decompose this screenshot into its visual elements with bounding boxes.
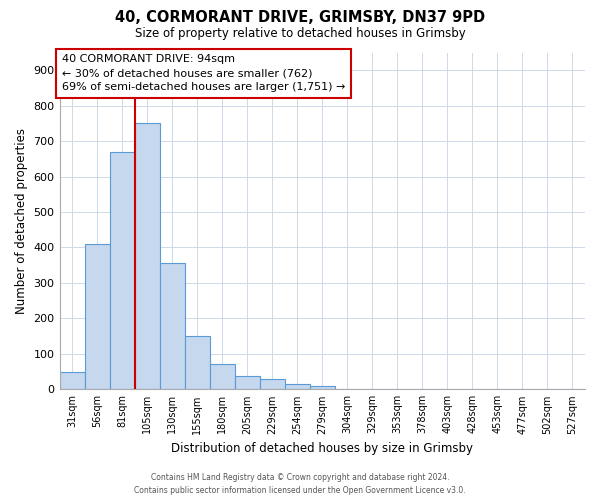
Bar	[335, 388, 360, 390]
Bar	[110, 152, 134, 390]
Bar	[160, 264, 185, 390]
Bar	[185, 336, 209, 390]
Text: 40 CORMORANT DRIVE: 94sqm
← 30% of detached houses are smaller (762)
69% of semi: 40 CORMORANT DRIVE: 94sqm ← 30% of detac…	[62, 54, 346, 92]
Bar	[310, 386, 335, 390]
Text: Size of property relative to detached houses in Grimsby: Size of property relative to detached ho…	[134, 28, 466, 40]
Bar	[235, 376, 260, 390]
Bar	[209, 364, 235, 390]
Bar	[460, 388, 485, 390]
Bar	[260, 378, 285, 390]
X-axis label: Distribution of detached houses by size in Grimsby: Distribution of detached houses by size …	[171, 442, 473, 455]
Y-axis label: Number of detached properties: Number of detached properties	[15, 128, 28, 314]
Text: Contains HM Land Registry data © Crown copyright and database right 2024.
Contai: Contains HM Land Registry data © Crown c…	[134, 473, 466, 495]
Bar	[59, 372, 85, 390]
Text: 40, CORMORANT DRIVE, GRIMSBY, DN37 9PD: 40, CORMORANT DRIVE, GRIMSBY, DN37 9PD	[115, 10, 485, 25]
Bar	[560, 388, 585, 390]
Bar	[85, 244, 110, 390]
Bar	[134, 124, 160, 390]
Bar	[285, 384, 310, 390]
